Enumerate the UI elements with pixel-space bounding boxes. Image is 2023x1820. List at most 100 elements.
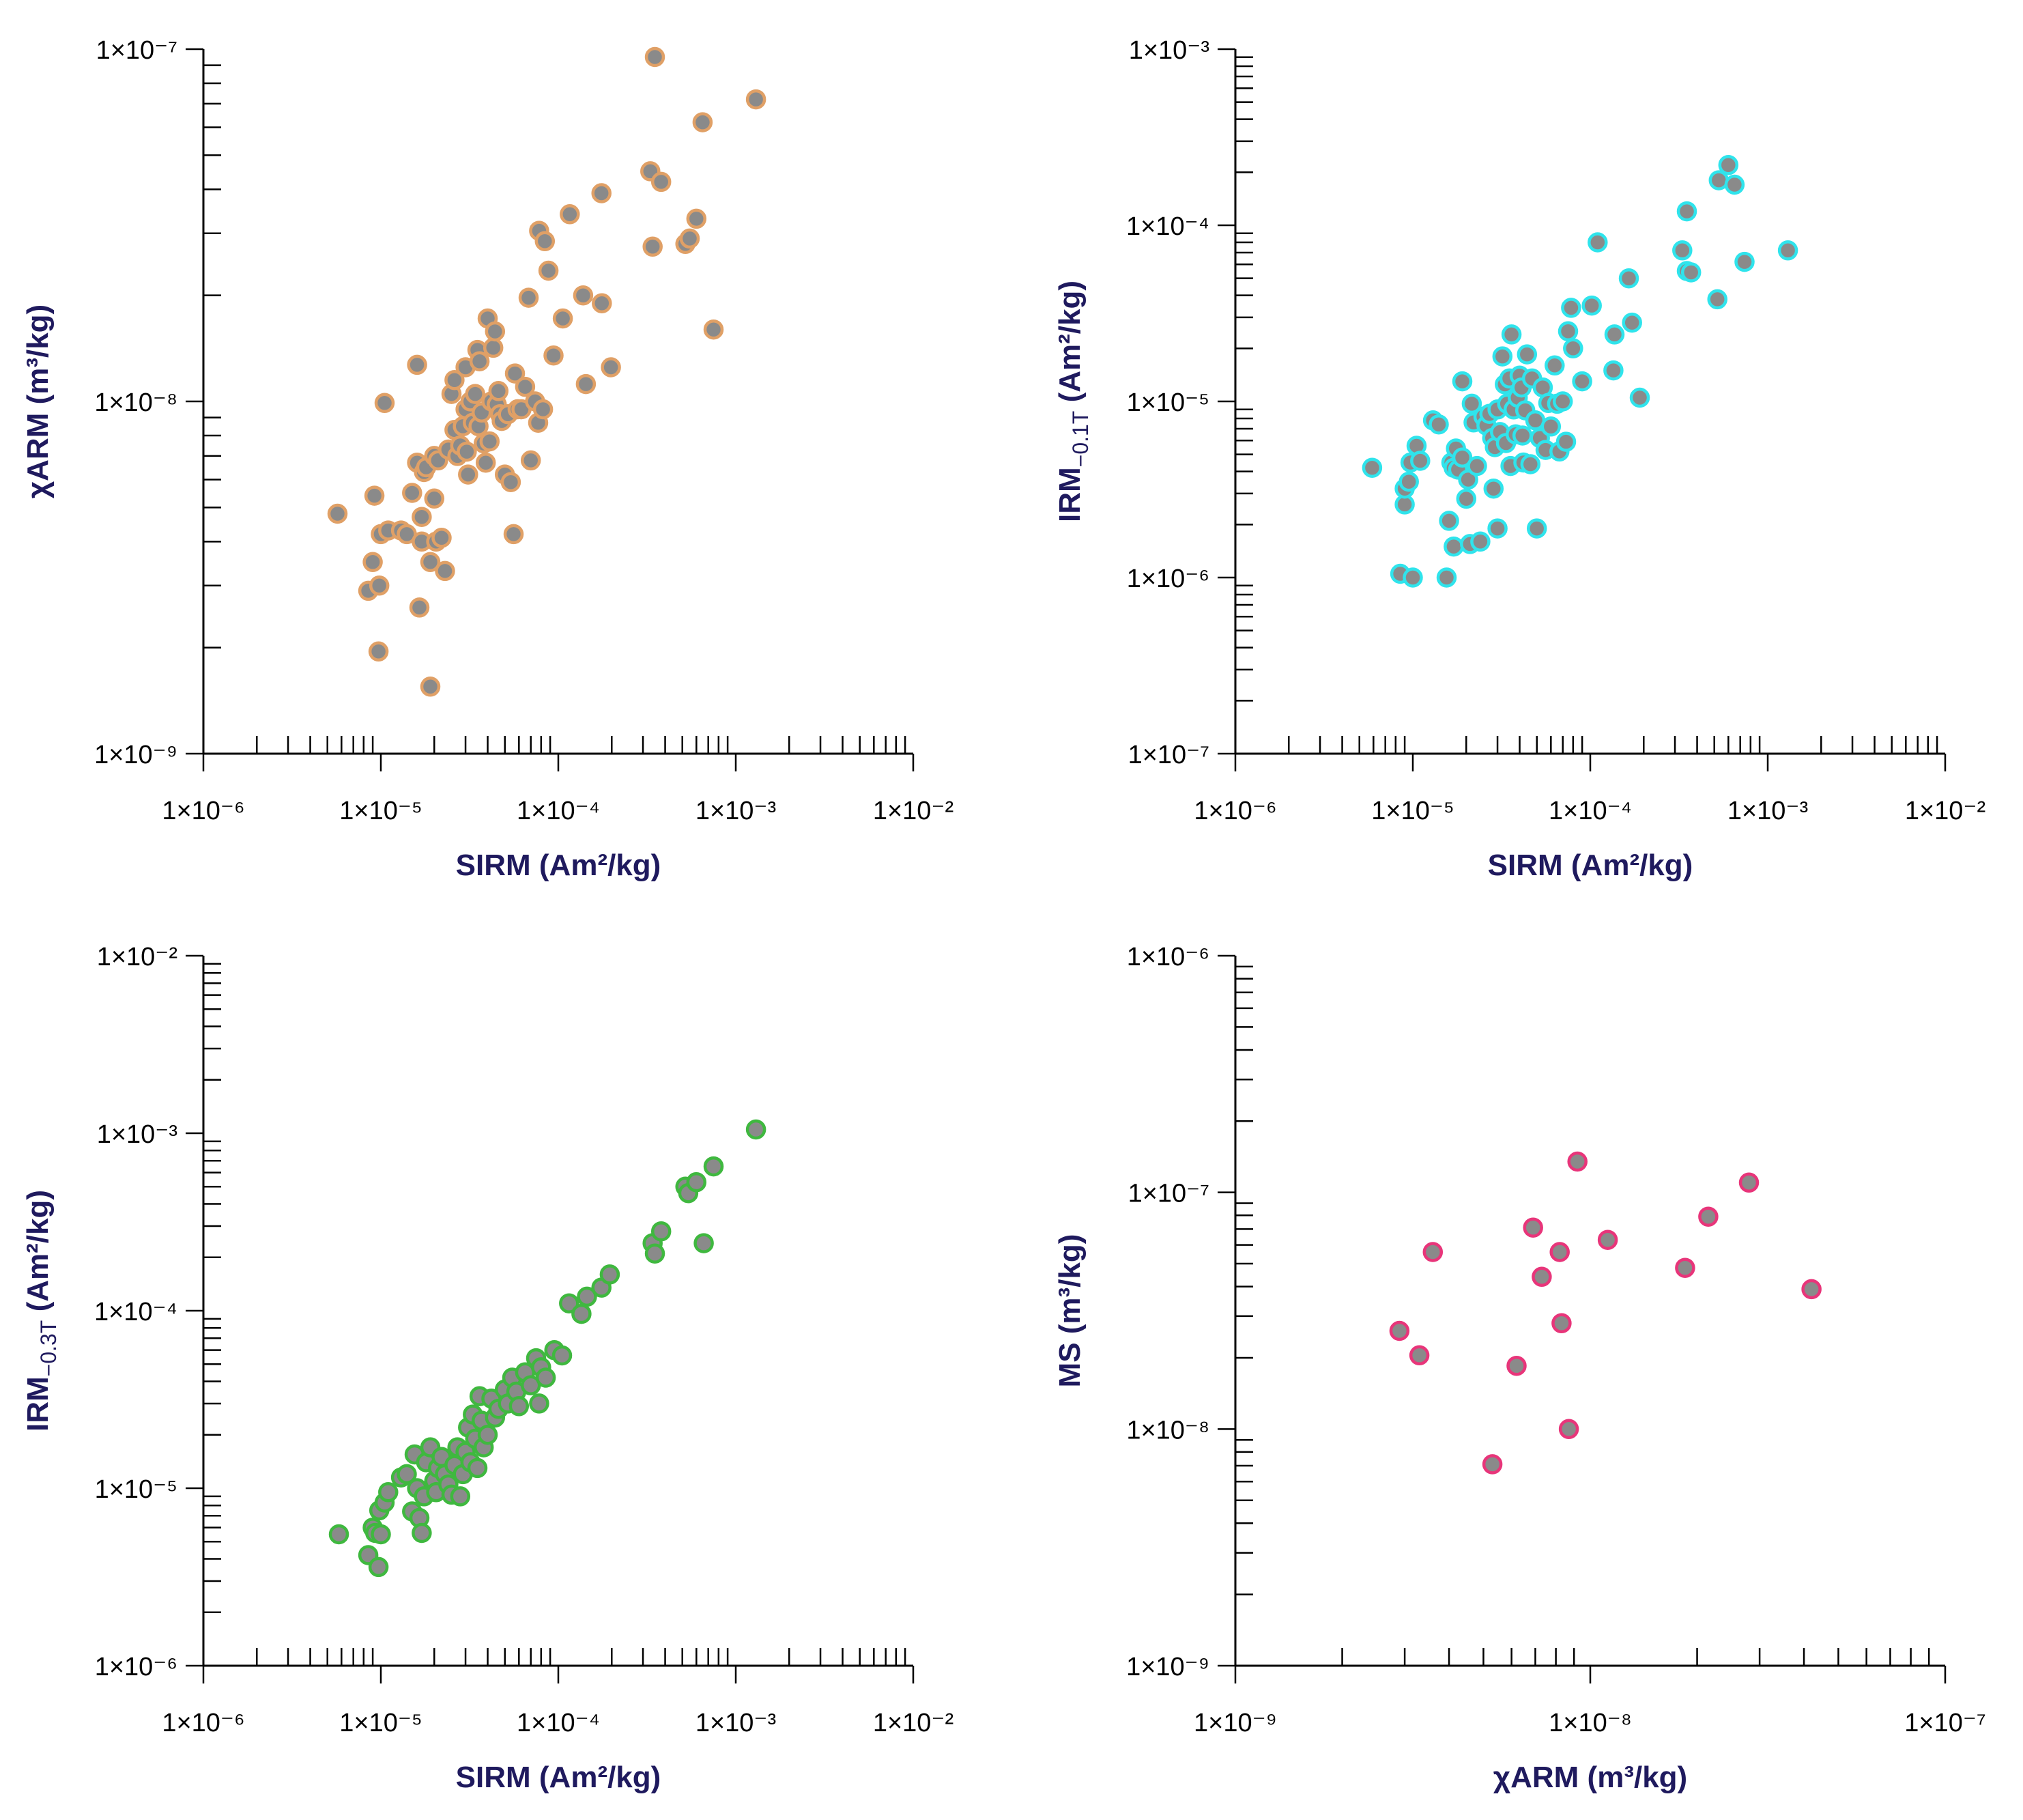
data-point [508,1396,530,1417]
data-point [1555,431,1577,452]
data-point [327,503,348,524]
x-tick-label: 1×10⁻² [1905,797,1985,825]
data-point [686,1171,707,1193]
x-tick-label: 1×10⁻⁵ [1371,797,1454,825]
y-tick-label: 1×10⁻⁶ [1127,943,1209,971]
data-point [368,1556,389,1578]
data-point [467,1458,488,1479]
data-point [1738,1172,1760,1193]
y-tick-label: 1×10⁻⁶ [1127,565,1209,593]
data-point [364,485,385,506]
data-point [407,354,427,375]
y-axis-title: χARM (m³/kg) [21,304,55,498]
data-point [1540,416,1562,437]
chart-panel-1: 1×10⁻⁶ 1×10⁻⁵ 1×10⁻⁴ 1×10⁻³ 1×10⁻² 1×10⁻⁹ 1×10… [21,36,953,882]
y-tick-label: 1×10⁻⁶ [95,1653,177,1681]
data-point [1429,414,1449,435]
data-point [1724,174,1745,195]
x-axis-title: χARM (m³/kg) [1493,1761,1687,1794]
data-point [1422,1242,1444,1262]
x-tick-label: 1×10⁻⁵ [339,797,422,825]
data-point [1452,447,1473,468]
y-tick-label: 1×10⁻⁷ [96,36,177,65]
data-point [1558,321,1579,342]
data-point [378,1482,399,1503]
x-tick-label: 1×10⁻⁴ [1549,797,1632,825]
data-point [362,552,383,573]
data-point [642,236,663,257]
data-point [1801,1279,1822,1300]
y-tick-label: 1×10⁻⁹ [94,741,177,769]
data-point [1470,531,1491,552]
data-point [1622,312,1642,333]
data-point [1512,425,1533,446]
data-point [1545,355,1565,376]
data-point [1389,1320,1410,1341]
data-point [601,357,621,378]
y-tick-label: 1×10⁻³ [1129,36,1209,65]
data-point [1551,1313,1572,1334]
data-point [679,228,700,249]
y-axis-title: MS (m³/kg) [1053,1234,1087,1388]
data-point [1492,346,1513,367]
data-point [1482,1454,1503,1475]
data-point [465,384,485,404]
data-point [1501,324,1522,345]
data-point [693,1233,714,1253]
y-tick-label: 1×10⁻⁸ [94,388,177,417]
x-tick-label: 1×10⁻⁶ [162,1709,244,1737]
data-point [1618,268,1639,289]
data-point [1734,251,1755,272]
data-point [518,287,539,308]
data-point [1672,240,1693,261]
data-point [1483,478,1504,499]
data-point [692,112,713,132]
data-point [1777,240,1798,261]
data-point [420,552,441,573]
data-point [745,1119,766,1140]
data-point [1680,262,1702,283]
y-tick-label: 1×10⁻⁹ [1126,1653,1209,1681]
chart-panel-2: 1×10⁻⁶ 1×10⁻⁵ 1×10⁻⁴ 1×10⁻³ 1×10⁻² 1×10⁻⁷ 1×10… [1053,36,1985,882]
x-tick-label: 1×10⁻³ [695,797,776,825]
data-point [1410,451,1431,471]
x-axis-title: SIRM (Am²/kg) [456,849,661,882]
data-point [1572,371,1592,392]
data-point [1456,488,1477,509]
data-point [1549,1242,1570,1262]
data-point [1597,1229,1618,1250]
data-point [479,431,500,452]
data-point [409,597,430,618]
data-point [1558,1419,1579,1440]
x-tick-label: 1×10⁻⁵ [339,1709,422,1737]
data-point [515,376,536,397]
data-point [1461,393,1482,414]
data-point [1403,567,1423,588]
data-point [1436,567,1457,588]
data-point [1439,511,1459,531]
data-point [745,89,766,110]
data-point [599,1264,620,1285]
data-point [477,1424,498,1445]
data-point [483,337,504,358]
x-tick-label: 1×10⁻⁴ [517,797,600,825]
data-point [1675,1257,1695,1278]
data-point [503,524,524,545]
chart-panel-3: 1×10⁻⁶ 1×10⁻⁵ 1×10⁻⁴ 1×10⁻³ 1×10⁻² 1×10⁻⁶ 1×10… [21,943,953,1794]
data-point [591,183,612,203]
data-point [374,393,395,414]
data-point [450,1486,471,1507]
data-point [1487,518,1508,539]
data-point [368,641,389,662]
data-point [551,1345,573,1366]
data-point [1698,1206,1719,1227]
y-tick-label: 1×10⁻⁸ [1126,1416,1209,1445]
data-point [592,293,612,313]
data-point [560,204,580,225]
x-tick-label: 1×10⁻⁸ [1549,1709,1632,1737]
data-point [1458,469,1478,490]
data-point [532,399,554,420]
data-point [435,560,455,582]
x-tick-label: 1×10⁻⁴ [517,1709,600,1737]
y-tick-label: 1×10⁻⁴ [94,1298,177,1326]
